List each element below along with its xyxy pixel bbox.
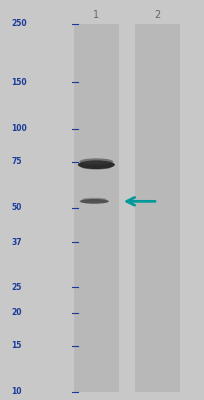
Bar <box>135 24 180 392</box>
Text: 100: 100 <box>11 124 27 133</box>
Ellipse shape <box>79 199 109 204</box>
Bar <box>73 24 118 392</box>
Text: 37: 37 <box>11 238 22 247</box>
Ellipse shape <box>79 158 113 165</box>
Text: 1: 1 <box>93 10 99 20</box>
Text: 150: 150 <box>11 78 27 87</box>
Text: 2: 2 <box>154 10 160 20</box>
Text: 75: 75 <box>11 157 22 166</box>
Text: 25: 25 <box>11 283 22 292</box>
Ellipse shape <box>81 198 106 201</box>
Text: 20: 20 <box>11 308 22 317</box>
Ellipse shape <box>78 160 114 169</box>
Text: 10: 10 <box>11 388 22 396</box>
Text: 250: 250 <box>11 20 27 28</box>
Ellipse shape <box>81 166 111 170</box>
Text: 50: 50 <box>11 204 22 212</box>
Text: 15: 15 <box>11 341 22 350</box>
